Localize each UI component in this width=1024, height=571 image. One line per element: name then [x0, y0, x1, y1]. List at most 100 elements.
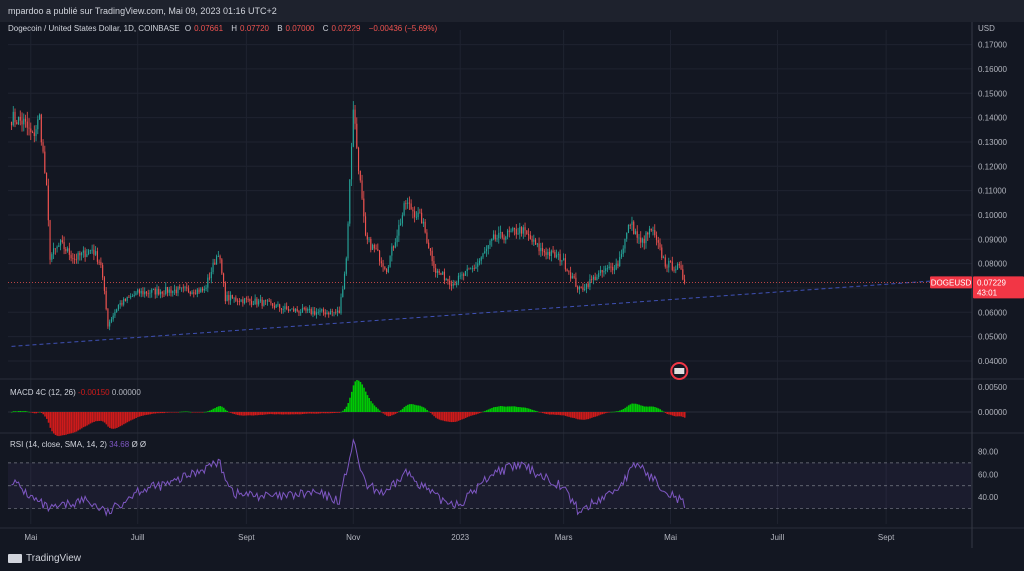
- macd-bar: [554, 412, 556, 415]
- candle-body: [331, 311, 333, 313]
- candle-body: [95, 251, 97, 255]
- candle-body: [405, 203, 407, 205]
- candle-body: [214, 262, 216, 265]
- close-value: 0.07229: [331, 24, 361, 33]
- macd-bar: [568, 412, 570, 417]
- candle-body: [580, 287, 582, 288]
- candle-body: [361, 180, 363, 199]
- macd-bar: [482, 411, 484, 413]
- publish-header-bar: mpardoo a publié sur TradingView.com, Ma…: [0, 0, 1024, 22]
- macd-bar: [559, 412, 562, 416]
- candle-body: [468, 268, 470, 270]
- candle-body: [98, 261, 100, 263]
- macd-bar: [612, 411, 614, 413]
- candle-body: [336, 310, 339, 313]
- macd-bar: [266, 412, 269, 415]
- candle-body: [641, 238, 644, 243]
- macd-bar: [440, 412, 442, 421]
- candle-body: [93, 249, 95, 255]
- candle-body: [180, 287, 183, 289]
- candle-body: [131, 296, 134, 297]
- time-tick-label: Juill: [131, 533, 145, 542]
- candle-body: [35, 129, 37, 136]
- candle-body: [540, 248, 542, 252]
- macd-bar: [336, 412, 339, 413]
- candle-body: [37, 119, 39, 130]
- macd-bar: [403, 407, 406, 412]
- time-tick-label: Sept: [238, 533, 255, 542]
- candle-body: [179, 287, 181, 289]
- macd-bar: [31, 412, 34, 413]
- macd-bar: [605, 412, 607, 414]
- candle-body: [249, 299, 251, 301]
- price-tick-label: 0.16000: [978, 65, 1007, 74]
- macd-bar: [415, 405, 418, 412]
- macd-bar: [631, 403, 633, 412]
- candle-body: [575, 277, 577, 287]
- candle-body: [556, 254, 558, 258]
- macd-bar: [314, 412, 316, 414]
- candle-body: [571, 276, 573, 279]
- candle-body: [564, 258, 566, 270]
- candle-body: [109, 321, 111, 327]
- symbol-name[interactable]: Dogecoin / United States Dollar, 1D, COI…: [8, 24, 180, 33]
- macd-bar: [151, 412, 153, 414]
- rsi-legend[interactable]: RSI (14, close, SMA, 14, 2) 34.68 Ø Ø: [10, 440, 146, 449]
- candle-body: [30, 128, 32, 133]
- candle-body: [617, 263, 619, 267]
- macd-bar: [142, 412, 144, 416]
- macd-bar: [410, 404, 413, 412]
- candle-body: [603, 270, 605, 273]
- macd-bar: [654, 407, 656, 412]
- price-badge-value: 0.07229: [977, 278, 1006, 287]
- candle-body: [492, 234, 495, 239]
- candle-body: [359, 170, 361, 181]
- macd-bar: [491, 407, 493, 412]
- tradingview-logo[interactable]: TradingView: [8, 553, 81, 564]
- macd-bar: [53, 412, 55, 434]
- candle-body: [682, 269, 684, 280]
- candle-body: [72, 258, 74, 260]
- candle-body: [449, 280, 451, 285]
- rsi-label: RSI (14, close, SMA, 14, 2): [10, 440, 107, 449]
- candle-body: [68, 248, 70, 255]
- candle-body: [627, 224, 630, 233]
- macd-bar: [28, 411, 31, 413]
- macd-bar: [179, 411, 181, 413]
- macd-bar: [16, 411, 18, 412]
- candle-body: [110, 319, 112, 322]
- macd-bar: [24, 411, 27, 412]
- macd-bar: [673, 412, 676, 417]
- macd-bar: [527, 408, 530, 412]
- macd-bar: [496, 406, 498, 412]
- macd-bar: [641, 405, 644, 412]
- candle-body: [671, 261, 673, 270]
- candle-body: [42, 142, 44, 152]
- candle-body: [137, 289, 139, 293]
- candle-body: [519, 227, 521, 234]
- candle-body: [484, 251, 486, 254]
- macd-bar: [172, 412, 174, 413]
- macd-legend[interactable]: MACD 4C (12, 26) -0.00150 0.00000: [10, 388, 141, 397]
- macd-bar: [393, 412, 395, 415]
- candle-body: [520, 227, 523, 234]
- candle-body: [256, 298, 258, 305]
- price-tick-label: 0.06000: [978, 308, 1007, 317]
- macd-bar: [345, 406, 348, 412]
- macd-bar: [683, 412, 686, 418]
- macd-bar: [231, 412, 234, 414]
- macd-bar: [589, 412, 591, 419]
- price-tick-label: 0.09000: [978, 235, 1007, 244]
- candle-body: [305, 308, 307, 311]
- candle-body: [152, 288, 155, 290]
- candle-body: [235, 297, 237, 301]
- candle-body: [326, 312, 328, 315]
- candle-body: [268, 300, 270, 302]
- macd-bar: [350, 391, 353, 412]
- macd-bar: [470, 412, 472, 416]
- macd-bar: [95, 412, 97, 422]
- macd-bar: [343, 408, 346, 412]
- macd-bar: [659, 409, 661, 412]
- macd-bar: [84, 412, 87, 427]
